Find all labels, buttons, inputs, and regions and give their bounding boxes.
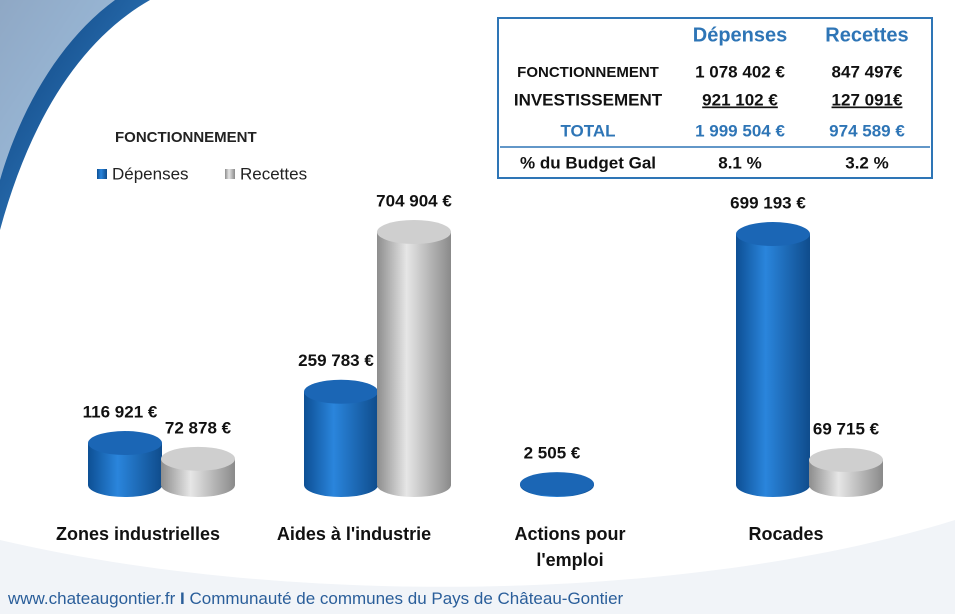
value-label: 699 193 € [730, 194, 806, 213]
table-header: Dépenses [693, 24, 788, 46]
summary-table [497, 17, 933, 179]
table-cell: 127 091€ [832, 90, 903, 109]
x-tick-label: l'emploi [536, 550, 603, 570]
bar-top [377, 220, 451, 244]
bar-body [377, 232, 451, 485]
legend-label: Recettes [240, 164, 307, 183]
footer-band [0, 520, 955, 614]
x-tick-label: Rocades [748, 524, 823, 544]
bar-top [304, 379, 378, 404]
table-cell: 3.2 % [845, 153, 888, 172]
table-row-label: % du Budget Gal [520, 153, 656, 172]
table-row-label: FONCTIONNEMENT [517, 64, 659, 81]
footer-text: Communauté de communes du Pays de Châtea… [189, 589, 623, 608]
table-cell: 1 078 402 € [695, 62, 785, 81]
table-cell: 847 497€ [832, 62, 903, 81]
legend-swatch [225, 169, 235, 179]
bar [88, 431, 162, 497]
footer: www.chateaugontier.fr I Communauté de co… [7, 589, 624, 608]
bar-top [736, 222, 810, 247]
table-cell: 1 999 504 € [695, 121, 785, 140]
value-label: 2 505 € [524, 444, 581, 463]
bar-body [736, 234, 810, 485]
bar [809, 447, 883, 497]
bar [520, 472, 594, 497]
bar [736, 222, 810, 497]
bar [161, 446, 235, 497]
value-label: 259 783 € [298, 351, 374, 370]
value-label: 704 904 € [376, 191, 452, 210]
table-cell: 8.1 % [718, 153, 761, 172]
legend-swatch [97, 169, 107, 179]
value-label: 69 715 € [813, 419, 880, 438]
footer-separator: I [180, 589, 185, 608]
bar-top [520, 472, 594, 497]
table-row-label: TOTAL [560, 121, 615, 140]
bar-body [304, 391, 378, 485]
table-cell: 921 102 € [702, 90, 778, 109]
table-header: Recettes [825, 24, 908, 46]
chart-title: FONCTIONNEMENT [115, 129, 257, 146]
x-tick-label: Zones industrielles [56, 524, 220, 544]
value-label: 116 921 € [83, 403, 158, 422]
bar-top [161, 446, 235, 471]
footer-site: www.chateaugontier.fr [7, 589, 176, 608]
swoosh-light [0, 0, 115, 180]
bar-top [809, 447, 883, 472]
legend-label: Dépenses [112, 164, 189, 183]
table-cell: 974 589 € [829, 121, 905, 140]
x-tick-label: Actions pour [515, 524, 626, 544]
table-row-label: INVESTISSEMENT [514, 90, 663, 109]
bar [304, 379, 378, 497]
value-label: 72 878 € [165, 418, 232, 437]
bar-top [88, 431, 162, 456]
x-tick-label: Aides à l'industrie [277, 524, 431, 544]
bar [377, 220, 451, 497]
